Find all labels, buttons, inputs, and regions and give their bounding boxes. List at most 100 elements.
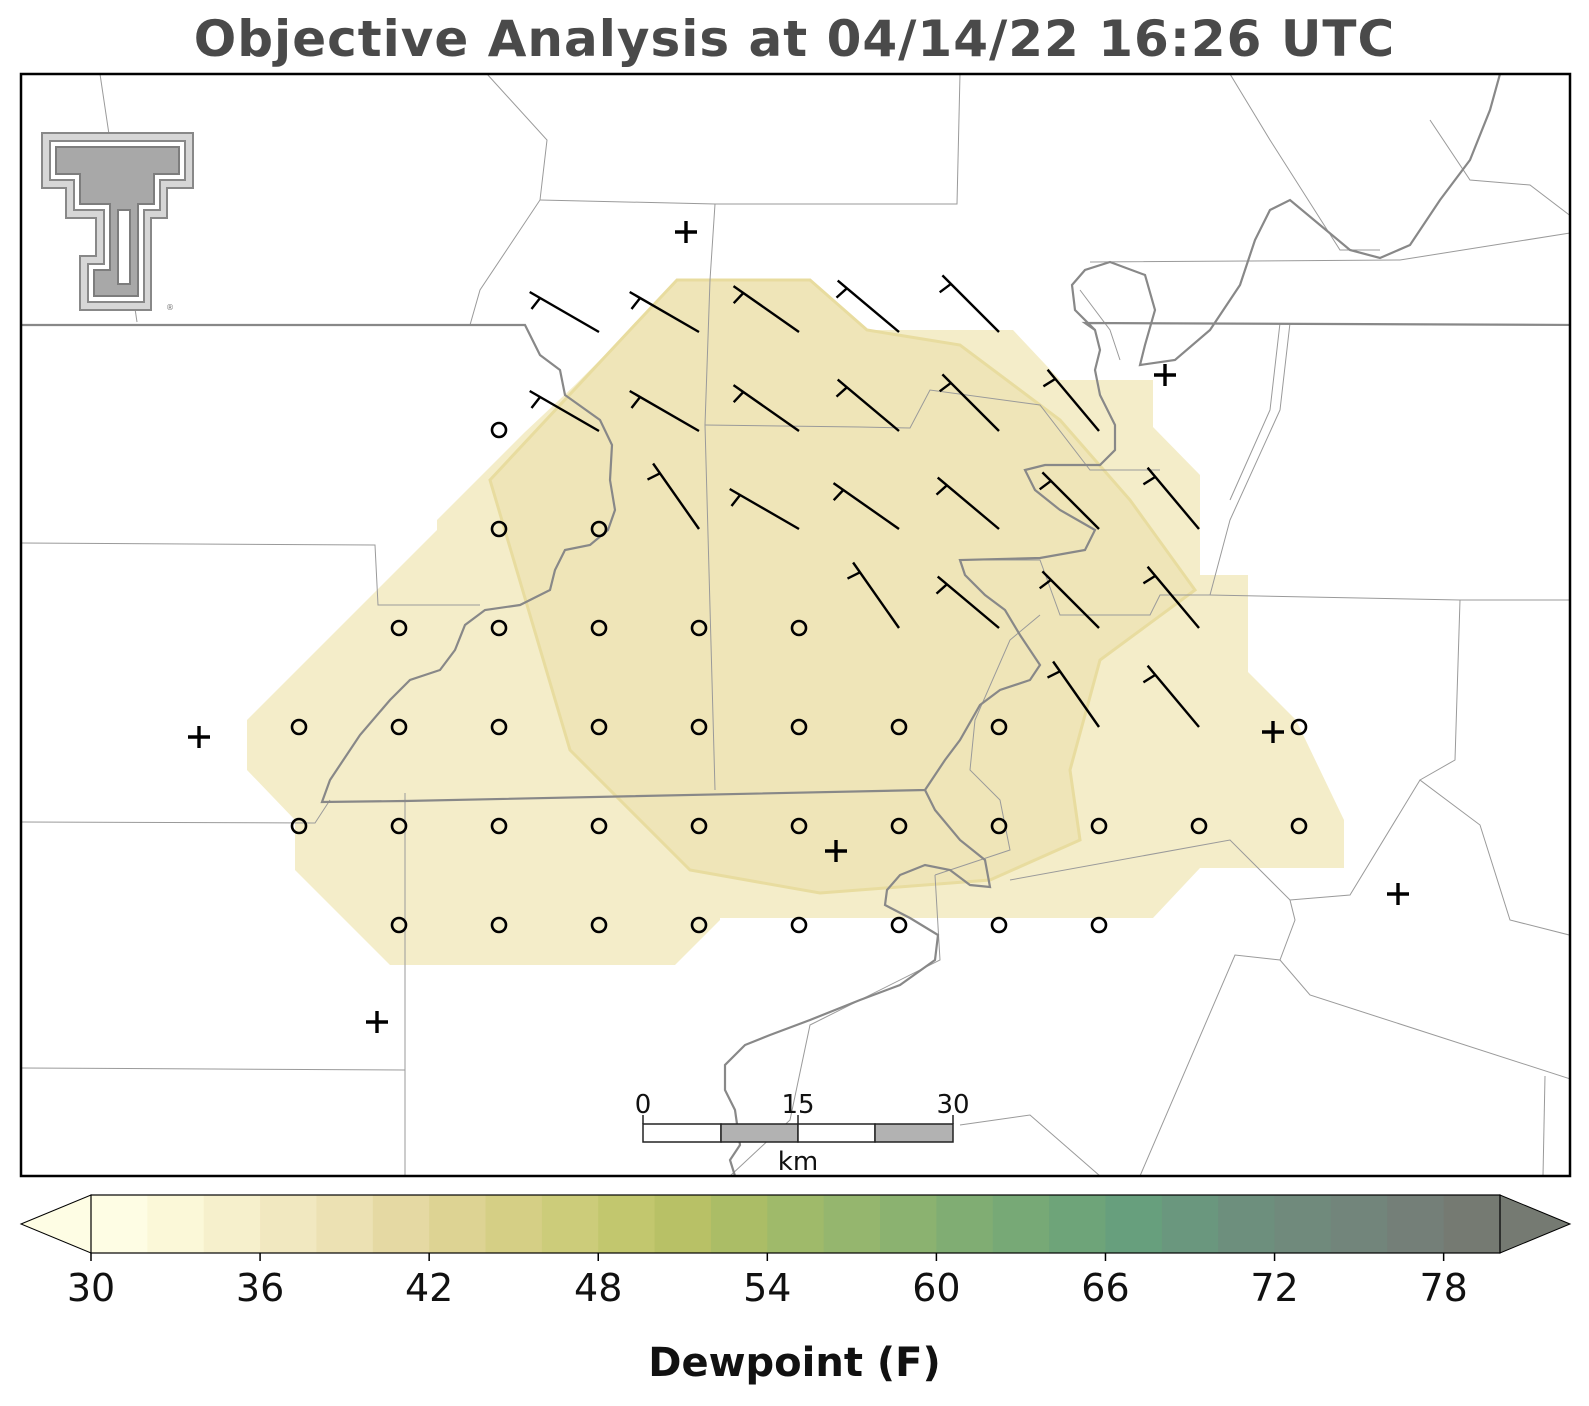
colorbar-tick-label: 54 (743, 1266, 791, 1310)
scale-bar-tick-label: 30 (936, 1090, 969, 1120)
wind-barb (1042, 368, 1100, 432)
missing-station-marker (1154, 364, 1176, 386)
calm-station (490, 619, 508, 637)
colorbar-label: Dewpoint (F) (648, 1340, 941, 1386)
colorbar-tick-label: 60 (912, 1266, 960, 1310)
calm-station (290, 718, 308, 736)
svg-text:®: ® (166, 303, 174, 312)
dewpoint-shade-inner (488, 278, 1198, 895)
colorbar-under-extension (19, 1194, 92, 1254)
wind-barb (1142, 565, 1200, 629)
colorbar-cell (91, 1195, 148, 1253)
scale-bar-segment (874, 1123, 954, 1143)
wind-barb (938, 274, 1000, 333)
colorbar-cell (1161, 1195, 1219, 1253)
colorbar-cell (654, 1195, 712, 1253)
colorbar-cell (598, 1195, 656, 1253)
missing-station-marker (1387, 883, 1409, 905)
calm-station (490, 916, 508, 934)
map-frame (19, 72, 1572, 1178)
calm-station (790, 817, 808, 835)
wind-barb (835, 279, 900, 333)
wind-barbs (529, 274, 1200, 728)
calm-station (990, 718, 1008, 736)
wind-barb (732, 384, 800, 432)
calm-station (690, 718, 708, 736)
wind-barb (1038, 471, 1100, 530)
state-border-north (21, 321, 1570, 804)
colorbar-tick-label: 72 (1250, 1266, 1298, 1310)
colorbar-cell (260, 1195, 318, 1253)
colorbar-cell (541, 1195, 599, 1253)
wind-barb (832, 482, 900, 530)
county-lines (21, 74, 1570, 1176)
calm-station (590, 817, 608, 835)
scale-bar-tick-label: 15 (781, 1090, 814, 1120)
colorbar-cell (203, 1195, 261, 1253)
scale-bar-tick-label: 0 (635, 1090, 652, 1120)
calm-station (590, 718, 608, 736)
colorbar-cell (1049, 1195, 1107, 1253)
scale-bar-unit: km (778, 1147, 818, 1177)
wind-barb (935, 476, 1000, 530)
colorbar-tick-label: 48 (574, 1266, 622, 1310)
calm-station (690, 817, 708, 835)
wind-barb (935, 575, 1000, 629)
colorbar-tick-label: 78 (1419, 1266, 1467, 1310)
wind-barb (732, 285, 800, 333)
calm-station (590, 916, 608, 934)
colorbar-tick-label: 66 (1081, 1266, 1129, 1310)
calm-station (590, 520, 608, 538)
colorbar-cells (91, 1195, 1501, 1253)
wind-barb (646, 462, 700, 530)
colorbar-cell (316, 1195, 374, 1253)
calm-station (1290, 817, 1308, 835)
river-east (1070, 74, 1502, 367)
colorbar-tick-label: 30 (67, 1266, 115, 1310)
wind-barb (629, 389, 700, 433)
wind-barb (729, 487, 800, 531)
texas-tech-logo: ® (41, 132, 194, 312)
scale-bar: 0 15 30 km (635, 1090, 970, 1177)
colorbar-frame (90, 1194, 1501, 1254)
colorbar-cell (992, 1195, 1050, 1253)
state-borders (21, 74, 1570, 1176)
calm-station (1090, 817, 1108, 835)
colorbar-cell (823, 1195, 881, 1253)
colorbar-cell (1387, 1195, 1445, 1253)
colorbar-cell (710, 1195, 768, 1253)
colorbar-cell (147, 1195, 205, 1253)
calm-station (890, 817, 908, 835)
missing-stations (188, 221, 1409, 1033)
calm-station (690, 619, 708, 637)
missing-station-marker (675, 221, 697, 243)
colorbar-cell (1274, 1195, 1332, 1253)
colorbar-cell (372, 1195, 430, 1253)
wind-barb (1142, 664, 1200, 728)
colorbar-cell (1105, 1195, 1163, 1253)
colorbar-cell (1443, 1195, 1501, 1253)
wind-barb (529, 389, 600, 433)
colorbar-ticks: 30 36 42 48 54 60 66 72 78 (67, 1253, 1468, 1310)
calm-station (1290, 718, 1308, 736)
calm-station (790, 619, 808, 637)
colorbar-over-extension (1499, 1194, 1572, 1254)
calm-station (490, 718, 508, 736)
calm-station (590, 619, 608, 637)
wind-barb (1142, 466, 1200, 530)
calm-station (990, 916, 1008, 934)
colorbar-tick-label: 36 (236, 1266, 284, 1310)
colorbar-cell (1330, 1195, 1388, 1253)
colorbar-cell (429, 1195, 487, 1253)
calm-station (290, 817, 308, 835)
calm-station (390, 916, 408, 934)
wind-barb (529, 290, 600, 334)
calm-station (890, 916, 908, 934)
colorbar-tick-label: 42 (405, 1266, 453, 1310)
calm-stations (290, 421, 1308, 934)
wind-barb (1038, 570, 1100, 629)
calm-station (890, 718, 908, 736)
missing-station-marker (188, 726, 210, 748)
colorbar-cell (880, 1195, 937, 1253)
